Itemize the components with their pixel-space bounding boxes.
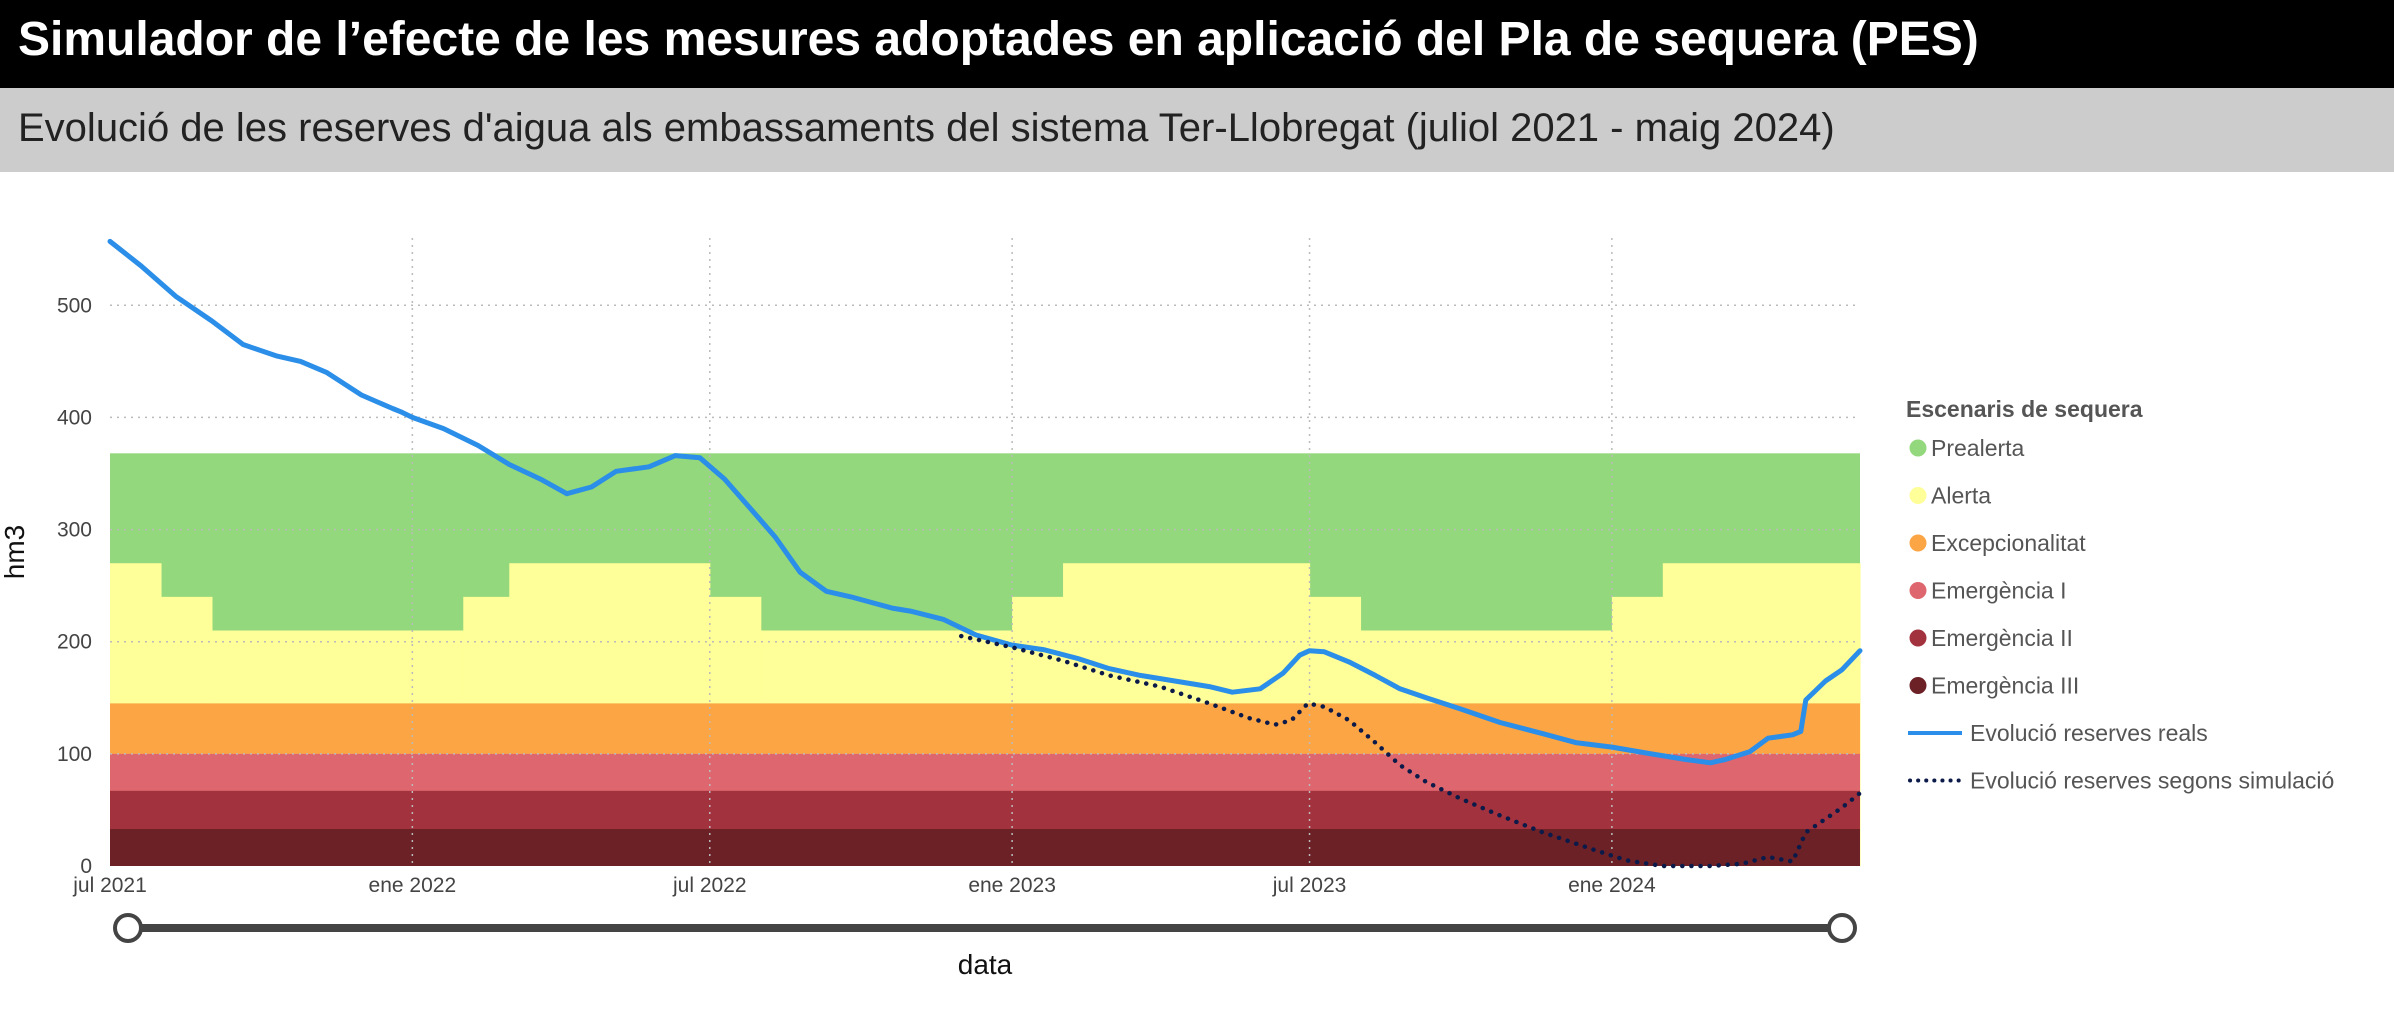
legend-label: Emergència I [1931,578,2067,604]
gridlines [110,238,1860,866]
legend-label: Evolució reserves reals [1970,720,2208,746]
series-line-simulacio [958,633,1863,869]
x-tick-label: jul 2022 [672,874,747,897]
x-tick-label: ene 2022 [369,874,457,897]
y-tick-label: 500 [57,294,92,317]
y-tick-label: 200 [57,631,92,654]
y-axis-title: hm3 [0,525,30,579]
series-line-reals [107,238,1863,766]
legend-swatch [1909,629,1927,647]
series-lines [107,238,1863,869]
subtitle-bar: Evolució de les reserves d'aigua als emb… [0,88,2394,172]
page-title: Simulador de l’efecte de les mesures ado… [18,13,1979,66]
x-tick-label: ene 2023 [968,874,1056,897]
slider-end-handle[interactable] [1827,913,1857,943]
legend-label: Prealerta [1931,435,2025,461]
legend-label: Alerta [1931,483,1991,509]
legend-label: Emergència II [1931,625,2073,651]
legend: Escenaris de sequera Prealerta Alerta Exce… [1906,396,2334,794]
legend-label: Emergència III [1931,673,2079,699]
date-range-slider[interactable] [113,913,1857,943]
legend-swatch [1909,677,1927,694]
y-axis-ticks: 0 100 200 300 400 500 [57,294,92,878]
x-axis-ticks: jul 2021 ene 2022 jul 2022 ene 2023 jul 2023… [72,874,1656,897]
x-tick-label: ene 2024 [1568,874,1656,897]
band-emergencia-iii [110,828,1860,866]
chart-subtitle: Evolució de les reserves d'aigua als emb… [18,106,1835,150]
x-tick-label: jul 2021 [72,874,147,897]
legend-title: Escenaris de sequera [1906,396,2143,422]
y-tick-label: 400 [57,406,92,429]
legend-swatch [1909,439,1927,457]
x-axis-title: data [958,949,1013,980]
y-tick-label: 300 [57,519,92,542]
legend-label: Evolució reserves segons simulació [1970,768,2334,794]
legend-swatch [1909,487,1927,504]
legend-swatch [1909,582,1927,599]
slider-start-handle[interactable] [113,913,143,943]
scenario-bands [110,453,1861,866]
legend-label: Excepcionalitat [1931,530,2086,556]
legend-swatch [1909,534,1927,552]
title-bar: Simulador de l’efecte de les mesures ado… [0,0,2394,88]
y-tick-label: 100 [57,743,92,766]
y-tick-label: 0 [80,855,92,878]
x-tick-label: jul 2023 [1272,874,1347,897]
